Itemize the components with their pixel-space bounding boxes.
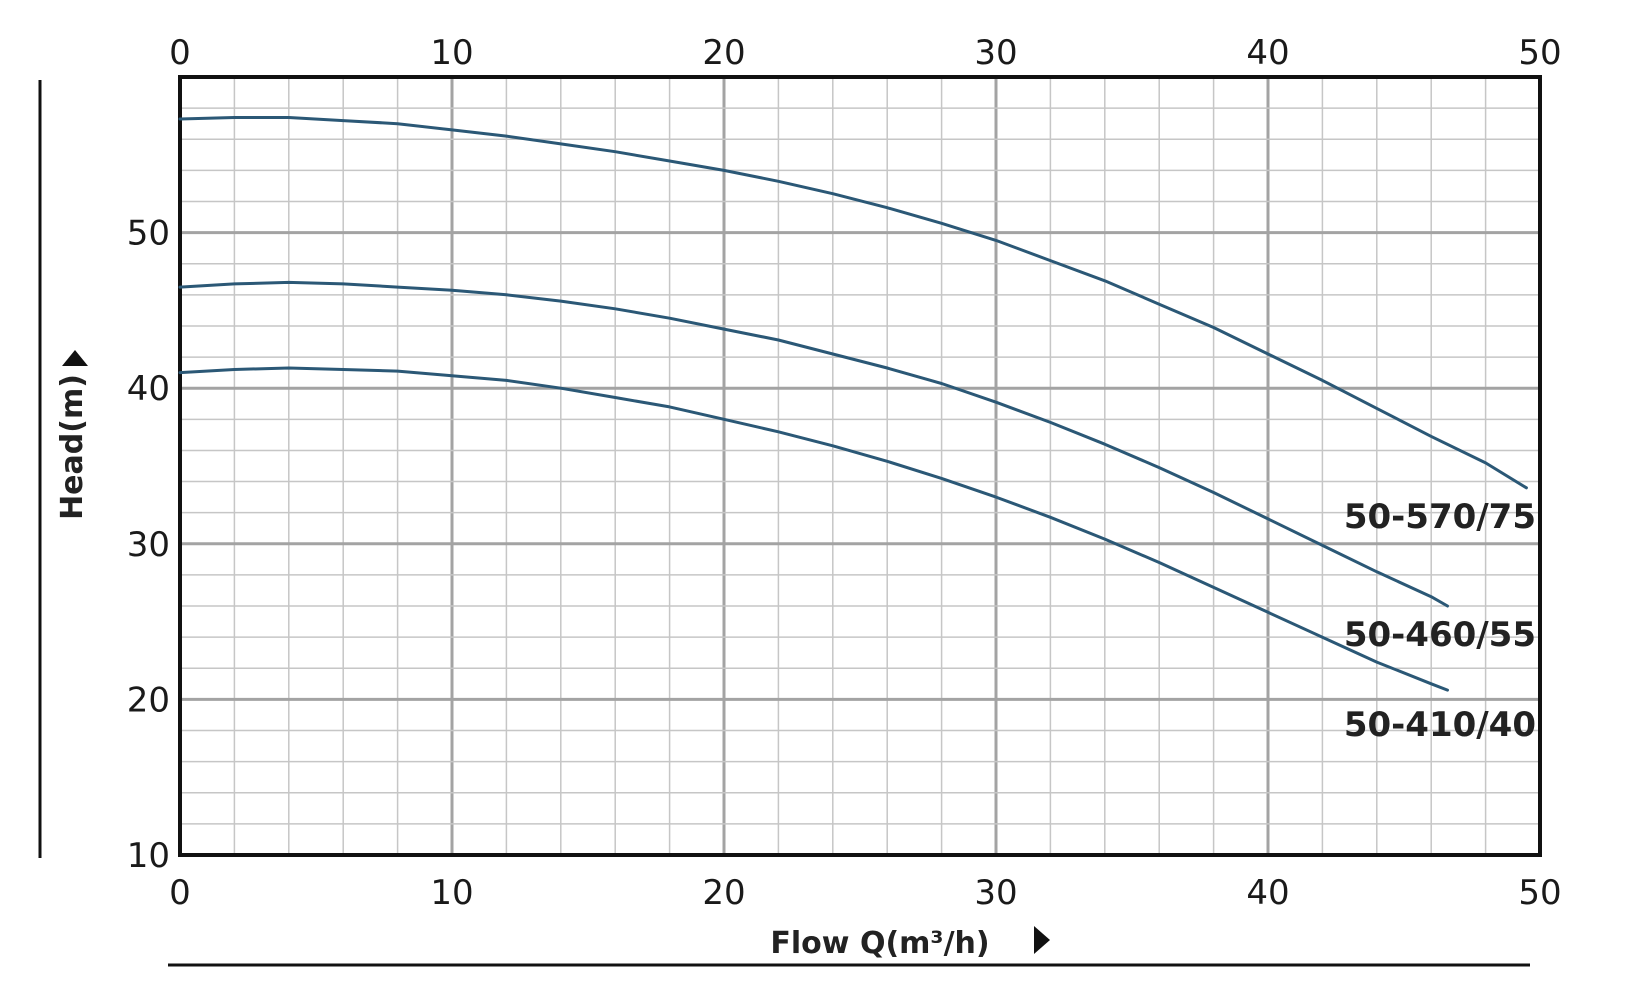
- x-tick-labels-top: 0 10 20 30 40 50: [169, 33, 1561, 73]
- y-tick-label: 50: [127, 214, 170, 254]
- series-label: 50-570/75: [1344, 497, 1536, 537]
- x-tick-label-bottom: 0: [169, 873, 191, 913]
- plot-border: [178, 75, 1542, 857]
- x-tick-label-top: 30: [974, 33, 1017, 73]
- x-tick-labels-bottom: 0 10 20 30 40 50: [169, 873, 1561, 913]
- x-tick-label-top: 50: [1518, 33, 1561, 73]
- y-tick-label: 10: [127, 836, 170, 876]
- series-line-50-410/40: [178, 366, 1449, 692]
- y-tick-label: 40: [127, 369, 170, 409]
- series-line-50-460/55: [178, 280, 1449, 608]
- series-label: 50-410/40: [1344, 705, 1536, 745]
- series-label: 50-460/55: [1344, 615, 1536, 655]
- x-axis-arrow-icon: [1034, 926, 1050, 954]
- x-tick-label-bottom: 30: [974, 873, 1017, 913]
- x-tick-label-bottom: 10: [430, 873, 473, 913]
- x-tick-label-bottom: 20: [702, 873, 745, 913]
- x-tick-label-bottom: 40: [1246, 873, 1289, 913]
- x-tick-label-top: 0: [169, 33, 191, 73]
- x-tick-label-top: 40: [1246, 33, 1289, 73]
- x-tick-label-top: 20: [702, 33, 745, 73]
- series-line-50-570/75: [178, 116, 1528, 490]
- y-axis-title: Head(m): [55, 374, 90, 520]
- x-tick-label-top: 10: [430, 33, 473, 73]
- y-axis-arrow-icon: [62, 350, 88, 366]
- series-labels: 50-570/75 50-460/55 50-410/40: [1344, 497, 1536, 745]
- y-tick-labels: 10 20 30 40 50: [127, 214, 170, 876]
- y-tick-label: 20: [127, 680, 170, 720]
- x-tick-label-bottom: 50: [1518, 873, 1561, 913]
- y-tick-label: 30: [127, 525, 170, 565]
- series-curves: [178, 116, 1528, 692]
- x-axis-title: Flow Q(m³/h): [770, 926, 989, 961]
- grid: [178, 75, 1542, 857]
